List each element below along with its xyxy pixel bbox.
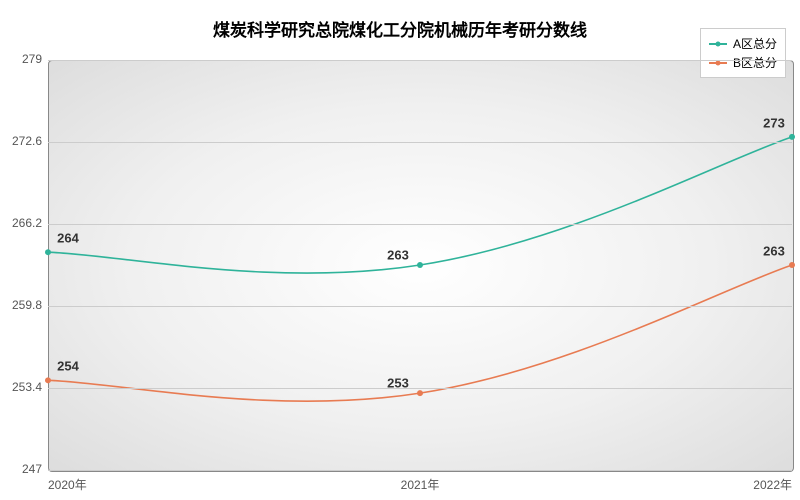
data-label: 263: [387, 248, 409, 263]
score-line-chart: 煤炭科学研究总院煤化工分院机械历年考研分数线 A区总分 B区总分 247253.…: [0, 0, 800, 500]
y-axis-label: 279: [22, 52, 42, 66]
data-label: 264: [57, 231, 79, 246]
series-point: [45, 377, 51, 383]
y-axis-label: 272.6: [12, 134, 42, 148]
x-axis-label: 2021年: [401, 476, 440, 493]
gridline-y: [48, 142, 792, 143]
series-line-1: [48, 265, 792, 401]
data-label: 263: [763, 244, 785, 259]
gridline-y: [48, 470, 792, 471]
x-axis-label: 2022年: [753, 476, 792, 493]
data-label: 253: [387, 376, 409, 391]
y-axis-label: 266.2: [12, 216, 42, 230]
y-axis-label: 259.8: [12, 298, 42, 312]
gridline-y: [48, 224, 792, 225]
gridline-y: [48, 388, 792, 389]
gridline-y: [48, 60, 792, 61]
gridline-y: [48, 306, 792, 307]
series-point: [417, 262, 423, 268]
series-point: [417, 390, 423, 396]
series-line-0: [48, 137, 792, 273]
series-point: [789, 262, 795, 268]
series-point: [789, 134, 795, 140]
y-axis-label: 253.4: [12, 380, 42, 394]
data-label: 254: [57, 359, 79, 374]
series-point: [45, 249, 51, 255]
data-label: 273: [763, 115, 785, 130]
x-axis-label: 2020年: [48, 476, 87, 493]
y-axis-label: 247: [22, 462, 42, 476]
